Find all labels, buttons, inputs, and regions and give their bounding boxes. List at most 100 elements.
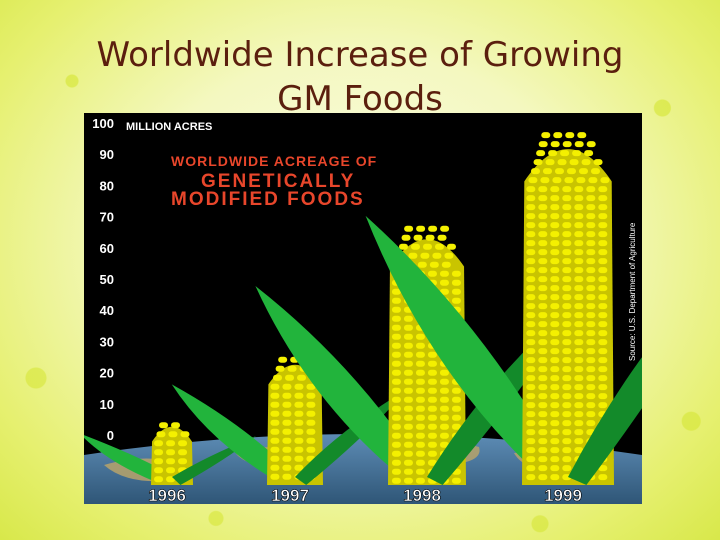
- corn-kernel: [427, 441, 437, 448]
- corn-kernel: [578, 168, 588, 175]
- corn-kernel: [427, 396, 437, 403]
- corn-kernel: [586, 348, 596, 355]
- corn-kernel: [422, 243, 432, 250]
- corn-kernel: [586, 258, 596, 265]
- corn-kernel: [550, 456, 560, 463]
- chart-title: WORLDWIDE ACREAGE OF GENETICALLY MODIFIE…: [171, 153, 376, 210]
- corn-kernel: [428, 225, 438, 232]
- corn-kernel: [574, 429, 584, 436]
- slide-title-line1: Worldwide Increase of Growing: [96, 34, 624, 75]
- corn-kernel: [574, 195, 584, 202]
- corn-kernel: [294, 401, 304, 408]
- corn-kernel: [562, 339, 572, 346]
- corn-kernel: [550, 231, 560, 238]
- corn-kernel: [391, 306, 401, 313]
- corn-kernel: [282, 437, 292, 444]
- corn-kernel: [586, 213, 596, 220]
- corn-kernel: [403, 387, 413, 394]
- corn-kernel: [598, 204, 608, 211]
- corn-kernel: [550, 339, 560, 346]
- corn-kernel: [574, 213, 584, 220]
- corn-kernel: [586, 267, 596, 274]
- corn-kernel: [574, 330, 584, 337]
- corn-kernel: [403, 342, 413, 349]
- corn-kernel: [577, 132, 587, 139]
- corn-kernel: [403, 324, 413, 331]
- corn-kernel: [282, 455, 292, 462]
- corn-kernel: [526, 438, 536, 445]
- corn-kernel: [166, 476, 176, 483]
- slide-title-line2: GM Foods: [277, 78, 443, 119]
- corn-kernel: [154, 458, 164, 465]
- chart-title-line3: MODIFIED FOODS: [171, 189, 365, 210]
- corn-kernel: [538, 465, 548, 472]
- y-tick-label: 80: [100, 178, 114, 193]
- corn-kernel: [562, 321, 572, 328]
- corn-kernel: [297, 374, 307, 381]
- corn-kernel: [391, 360, 401, 367]
- corn-kernel: [417, 261, 427, 268]
- corn-kernel: [156, 431, 166, 438]
- corn-kernel: [550, 312, 560, 319]
- leaf-left: [255, 286, 427, 485]
- corn-kernel: [420, 252, 430, 259]
- corn-kernel: [598, 339, 608, 346]
- corn-kernel: [574, 258, 584, 265]
- corn-kernel: [538, 420, 548, 427]
- corn-kernel: [432, 252, 442, 259]
- corn-kernel: [404, 225, 414, 232]
- corn-kernel: [391, 414, 401, 421]
- corn-kernel: [526, 474, 536, 481]
- corn-kernel: [427, 270, 437, 277]
- corn-kernel: [562, 366, 572, 373]
- corn-kernel: [562, 213, 572, 220]
- corn-kernel: [278, 356, 288, 363]
- corn-kernel: [403, 351, 413, 358]
- unit-label: MILLION ACRES: [126, 121, 212, 133]
- corn-kernel: [586, 330, 596, 337]
- corn-kernel: [440, 225, 450, 232]
- corn-kernel: [574, 231, 584, 238]
- corn-kernel: [415, 360, 425, 367]
- corn-kernel: [403, 450, 413, 457]
- corn-kernel: [415, 405, 425, 412]
- corn-kernel: [415, 333, 425, 340]
- y-tick-label: 50: [100, 272, 114, 287]
- corn-bar-1999: [365, 132, 642, 485]
- corn-kernel: [550, 141, 560, 148]
- corn-kernel: [403, 396, 413, 403]
- corn-kernel: [586, 285, 596, 292]
- corn-kernel: [538, 276, 548, 283]
- corn-kernel: [294, 428, 304, 435]
- corn-kernel: [446, 243, 456, 250]
- corn-kernel: [586, 141, 596, 148]
- corn-kernel: [550, 186, 560, 193]
- corn-kernel: [391, 315, 401, 322]
- corn-kernel: [391, 450, 401, 457]
- corn-kernel: [586, 339, 596, 346]
- corn-kernel: [391, 369, 401, 376]
- corn-kernel: [538, 339, 548, 346]
- corn-kernel: [565, 132, 575, 139]
- corn-kernel: [550, 357, 560, 364]
- corn-kernel: [562, 186, 572, 193]
- corn-kernel: [598, 276, 608, 283]
- corn-kernel: [391, 405, 401, 412]
- corn-kernel: [569, 159, 579, 166]
- corn-kernel: [562, 348, 572, 355]
- corn-kernel: [574, 393, 584, 400]
- corn-kernel: [598, 402, 608, 409]
- corn-kernel: [550, 303, 560, 310]
- corn-kernel: [403, 432, 413, 439]
- corn-kernel: [598, 366, 608, 373]
- corn-kernel: [588, 177, 598, 184]
- corn-kernel: [562, 276, 572, 283]
- corn-kernel: [391, 324, 401, 331]
- corn-kernel: [451, 288, 461, 295]
- leaf-right: [568, 357, 642, 485]
- corn-kernel: [270, 401, 280, 408]
- corn-kernel: [538, 249, 548, 256]
- corn-kernel: [270, 437, 280, 444]
- corn-kernel: [598, 267, 608, 274]
- corn-kernel: [550, 411, 560, 418]
